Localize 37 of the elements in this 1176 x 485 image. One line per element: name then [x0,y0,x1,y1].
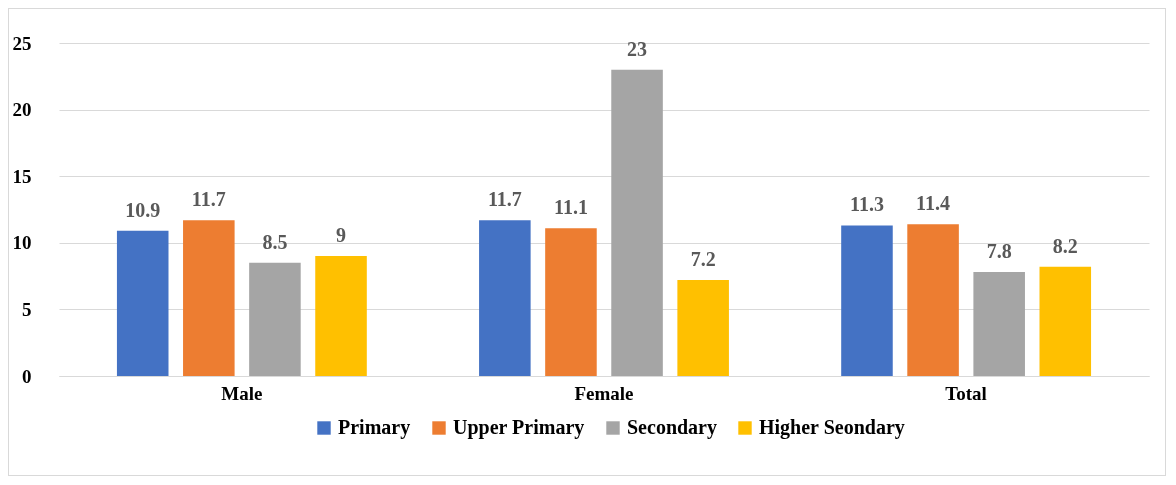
bar [973,272,1025,376]
bar [907,224,959,376]
data-label: 7.8 [986,240,1012,263]
legend-label: Upper Primary [453,416,585,439]
bar [841,225,893,376]
bar [315,256,367,376]
bar [479,220,531,376]
x-tick-label: Female [574,382,634,404]
data-label: 23 [627,37,648,60]
legend-label: Secondary [627,416,717,439]
bar [1039,266,1092,376]
legend-label: Primary [338,416,411,439]
data-label: 9 [336,224,347,247]
y-tick-label: 5 [22,298,32,320]
x-tick-label: Male [221,382,263,404]
legend-label: Higher Seondary [759,416,905,439]
bar [116,230,169,376]
data-label: 11.3 [850,193,884,216]
data-label: 11.7 [191,188,226,211]
data-label: 10.9 [125,198,161,221]
y-tick-label: 20 [12,99,32,121]
y-tick-label: 10 [12,232,32,254]
data-label: 11.4 [916,192,951,215]
bar [183,220,235,376]
bar [249,262,301,376]
bar [611,69,663,376]
x-tick-label: Total [945,382,987,404]
data-label: 7.2 [690,248,716,271]
bar [545,228,597,376]
data-label: 11.1 [554,196,588,219]
y-tick-label: 0 [22,365,32,387]
data-label: 8.2 [1052,234,1078,257]
bar [677,280,729,376]
data-label: 8.5 [262,230,288,253]
data-label: 11.7 [487,188,522,211]
y-tick-label: 25 [12,32,32,54]
y-tick-label: 15 [12,165,32,187]
